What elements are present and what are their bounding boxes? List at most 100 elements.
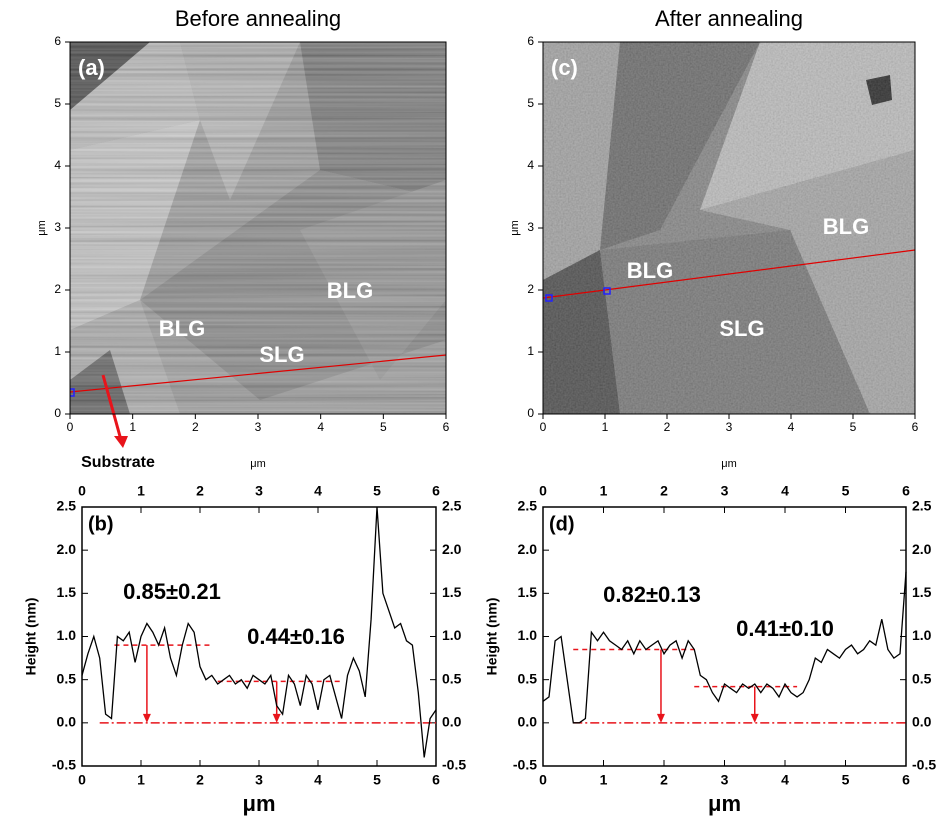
y-tick-label: 2.0 [57,541,77,557]
x-tick-label: 5 [842,772,850,788]
substrate-arrow [101,374,123,441]
x-tick-label: 4 [317,420,324,434]
y-tick-label-right: 2.0 [442,541,462,557]
x-tick-label: 2 [192,420,199,434]
y-tick-label: 0 [54,406,61,420]
y-tick-label-right: 0.5 [442,670,462,686]
x-tick-label: 0 [78,772,86,788]
x-tick-label-top: 4 [781,483,789,499]
x-tick-label: 5 [850,420,857,434]
afm-image-c [543,42,915,414]
y-tick-label-right: -0.5 [442,757,466,773]
x-tick-label-top: 6 [432,483,440,499]
y-axis-label: Height (nm) [484,598,500,676]
x-tick-label: 1 [600,772,608,788]
y-tick-label: 0.5 [518,670,538,686]
y-axis-label: μm [509,220,521,236]
x-axis-label: μm [242,791,275,816]
x-tick-label: 1 [129,420,136,434]
y-tick-label-right: -0.5 [912,757,936,773]
y-tick-label: 4 [527,158,534,172]
y-axis-label: Height (nm) [23,598,39,676]
panel-title: Before annealing [175,6,341,31]
x-tick-label-top: 0 [78,483,86,499]
x-tick-label-top: 2 [196,483,204,499]
x-tick-label-top: 3 [255,483,263,499]
x-tick-label: 2 [196,772,204,788]
y-tick-label: 5 [527,96,534,110]
x-tick-label: 0 [67,420,74,434]
y-tick-label-right: 2.5 [442,498,462,514]
height-arrowhead [272,713,281,723]
height-arrowhead [656,713,665,723]
y-tick-label: 0.0 [518,714,538,730]
x-tick-label: 6 [432,772,440,788]
y-tick-label: 6 [54,34,61,48]
x-tick-label: 4 [314,772,322,788]
y-tick-label: 1.5 [518,584,538,600]
x-tick-label-top: 5 [373,483,381,499]
region-label: BLG [823,214,869,239]
y-tick-label: 0.0 [57,714,77,730]
y-tick-label-right: 2.5 [912,498,932,514]
y-tick-label: 2 [54,282,61,296]
panel-title: After annealing [655,6,803,31]
panel-label: (b) [88,513,114,535]
height-arrowhead [142,713,151,723]
y-tick-label: 6 [527,34,534,48]
x-axis-label: μm [250,458,266,470]
x-tick-label-top: 3 [721,483,729,499]
y-tick-label: 1.0 [518,627,538,643]
plot-frame [542,506,907,767]
region-label: BLG [159,316,205,341]
y-tick-label: 3 [54,220,61,234]
x-axis-label: μm [708,791,741,816]
y-tick-label: -0.5 [52,757,76,773]
x-tick-label-top: 1 [137,483,145,499]
y-tick-label: 2.5 [518,498,538,514]
x-tick-label-top: 1 [600,483,608,499]
x-tick-label-top: 5 [842,483,850,499]
y-tick-label-right: 1.0 [912,627,932,643]
x-tick-label: 6 [912,420,919,434]
region-label: BLG [627,258,673,283]
y-tick-label-right: 1.5 [442,584,462,600]
region-label: BLG [327,278,373,303]
step-annotation: 0.41±0.10 [736,616,834,641]
y-tick-label: 3 [527,220,534,234]
y-tick-label: 2.5 [57,498,77,514]
y-tick-label: 1.5 [57,584,77,600]
height-arrowhead [750,713,759,723]
y-tick-label-right: 2.0 [912,541,932,557]
x-tick-label: 6 [902,772,910,788]
x-tick-label: 5 [380,420,387,434]
panel-label: (c) [551,55,578,80]
y-tick-label-right: 0.5 [912,670,932,686]
x-tick-label: 2 [664,420,671,434]
panel-label: (d) [549,513,575,535]
y-tick-label: 0 [527,406,534,420]
step-annotation: 0.82±0.13 [603,582,701,607]
y-tick-label: 2 [527,282,534,296]
x-tick-label: 3 [255,420,262,434]
afm-image-a [70,42,446,414]
y-tick-label-right: 1.0 [442,627,462,643]
x-tick-label-top: 2 [660,483,668,499]
y-tick-label-right: 1.5 [912,584,932,600]
x-tick-label: 4 [788,420,795,434]
y-tick-label-right: 0.0 [442,714,462,730]
x-tick-label: 3 [255,772,263,788]
profile-line [542,571,907,724]
y-tick-label: 5 [54,96,61,110]
x-tick-label: 0 [540,420,547,434]
region-label: SLG [719,316,764,341]
y-tick-label: 4 [54,158,61,172]
x-tick-label: 1 [602,420,609,434]
y-tick-label: 1 [527,344,534,358]
step-annotation: 0.85±0.21 [123,579,221,604]
y-tick-label: 2.0 [518,541,538,557]
x-tick-label: 4 [781,772,789,788]
y-tick-label: 0.5 [57,670,77,686]
x-axis-label: μm [721,458,737,470]
